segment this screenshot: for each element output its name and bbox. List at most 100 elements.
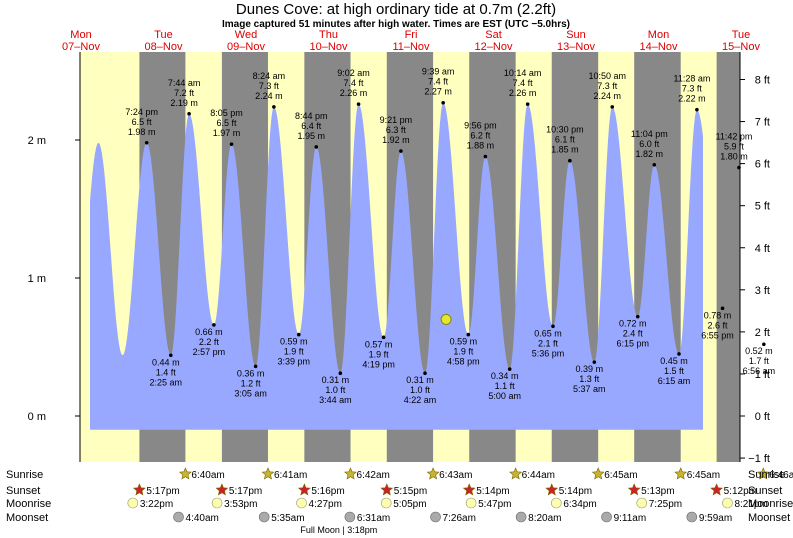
- chart-subtitle: Image captured 51 minutes after high wat…: [222, 19, 570, 30]
- tide-label: 0.65 m: [534, 328, 562, 338]
- day-date: 15–Nov: [722, 41, 760, 53]
- day-of-week: Tue: [154, 29, 173, 41]
- tide-point: [441, 100, 445, 105]
- tide-label: 7:44 am: [168, 78, 201, 88]
- moonrise-moon: [636, 497, 648, 509]
- day-of-week: Wed: [235, 29, 257, 41]
- moonrise-time: 4:27pm: [309, 499, 342, 510]
- tide-point: [762, 342, 766, 347]
- tide-label: 7.4 ft: [513, 78, 534, 88]
- tide-label: 11:42 pm: [716, 132, 753, 142]
- tide-label: 0.39 m: [576, 364, 604, 374]
- sunrise-time: 6:42am: [357, 470, 390, 481]
- tide-label: 10:14 am: [504, 68, 542, 78]
- current-tide-marker: [440, 313, 452, 325]
- tide-label: 0.57 m: [365, 339, 393, 349]
- tide-label: 10:30 pm: [546, 125, 584, 135]
- tide-label: 5.9 ft: [724, 142, 745, 152]
- moonset-moon: [430, 511, 441, 523]
- tide-label: 0.36 m: [237, 368, 265, 378]
- tide-point: [592, 360, 597, 364]
- tide-label: 1.9 ft: [453, 347, 474, 357]
- tide-label: 0.59 m: [280, 337, 308, 347]
- sunrise-time: 6:43am: [439, 470, 472, 481]
- tide-label: 1.92 m: [382, 135, 410, 145]
- moonset-time: 6:31am: [357, 513, 390, 524]
- tide-label: 5:00 am: [488, 391, 521, 401]
- tide-label: 7.4 ft: [344, 78, 365, 88]
- tide-label: 2.24 m: [255, 91, 283, 101]
- sunset-star: [297, 483, 311, 496]
- tide-point: [737, 165, 741, 170]
- moonrise-time: 3:53pm: [224, 499, 257, 510]
- tide-label: 1.9 ft: [369, 349, 390, 359]
- moonset-time: 8:20am: [528, 513, 561, 524]
- tide-point: [652, 163, 657, 167]
- sunset-star: [462, 483, 476, 496]
- tide-label: 8:44 pm: [295, 111, 328, 121]
- sunset-star: [545, 483, 559, 496]
- moonrise-moon: [380, 497, 392, 509]
- tide-point: [483, 154, 488, 159]
- tide-label: 6:55 pm: [701, 330, 734, 340]
- tide-label: 7.3 ft: [597, 81, 618, 91]
- sunset-time: 5:17pm: [229, 486, 262, 497]
- sunrise-star: [261, 467, 275, 480]
- tide-label: 8:05 pm: [210, 108, 243, 118]
- row-label-moonset-left: Moonset: [6, 512, 48, 524]
- row-label-moonset-right: Moonset: [748, 512, 790, 524]
- chart-title: Dunes Cove: at high ordinary tide at 0.7…: [236, 1, 556, 18]
- sunset-time: 5:12pm: [724, 486, 757, 497]
- tide-label: 2.22 m: [678, 94, 706, 104]
- moonset-moon: [344, 511, 356, 523]
- tide-label: 2.24 m: [593, 91, 621, 101]
- tide-point: [253, 364, 258, 369]
- day-date: 11–Nov: [392, 41, 430, 53]
- tide-point: [610, 105, 615, 109]
- tide-label: 1.97 m: [213, 128, 241, 138]
- day-of-week: Mon: [648, 29, 669, 41]
- moonrise-time: 8:21pm: [734, 499, 767, 510]
- tide-point: [272, 105, 276, 109]
- tide-label: 1.4 ft: [156, 367, 177, 377]
- tide-label: 4:22 am: [404, 395, 437, 405]
- tide-label: 2.6 ft: [708, 320, 729, 330]
- tide-point: [212, 323, 216, 327]
- tide-label: 2.26 m: [340, 88, 368, 98]
- tide-label: 9:21 pm: [380, 115, 413, 125]
- tide-area: [90, 102, 703, 430]
- right-tick-label: 0 ft: [755, 411, 770, 423]
- moonrise-time: 5:05pm: [393, 499, 426, 510]
- tide-label: 2.4 ft: [623, 329, 644, 339]
- tide-label: 11:04 pm: [631, 129, 668, 139]
- sunset-time: 5:15pm: [394, 486, 427, 497]
- right-tick-label: 7 ft: [755, 117, 770, 129]
- row-label-moonrise-right: Moonrise: [748, 498, 793, 510]
- tide-label: 3:39 pm: [278, 357, 311, 367]
- tide-label: 3:44 am: [319, 395, 352, 405]
- right-tick-label: 8 ft: [755, 75, 770, 87]
- tide-label: 7.2 ft: [174, 88, 195, 98]
- moonrise-time: 6:34pm: [563, 499, 596, 510]
- tide-label: 1.0 ft: [410, 385, 431, 395]
- left-tick-label: 1 m: [28, 273, 46, 285]
- tide-label: 9:02 am: [337, 68, 370, 78]
- tide-point: [507, 367, 512, 371]
- left-tick-label: 2 m: [28, 135, 46, 147]
- day-of-week: Mon: [70, 29, 91, 41]
- tide-label: 1.98 m: [128, 127, 156, 137]
- tide-label: 9:39 am: [422, 67, 455, 77]
- sunset-time: 5:14pm: [559, 486, 592, 497]
- tide-label: 3:05 am: [234, 388, 267, 398]
- tide-label: 2.1 ft: [538, 338, 559, 348]
- tide-point: [551, 324, 555, 329]
- row-label-sunset-right: Sunset: [748, 485, 782, 497]
- tide-label: 0.59 m: [450, 337, 478, 347]
- tide-label: 0.44 m: [152, 357, 180, 367]
- tide-label: 2.26 m: [509, 88, 537, 98]
- tide-label: 0.31 m: [322, 375, 350, 385]
- tide-label: 2.19 m: [170, 98, 198, 108]
- tide-label: 6.4 ft: [301, 121, 322, 131]
- day-of-week: Sun: [566, 29, 586, 41]
